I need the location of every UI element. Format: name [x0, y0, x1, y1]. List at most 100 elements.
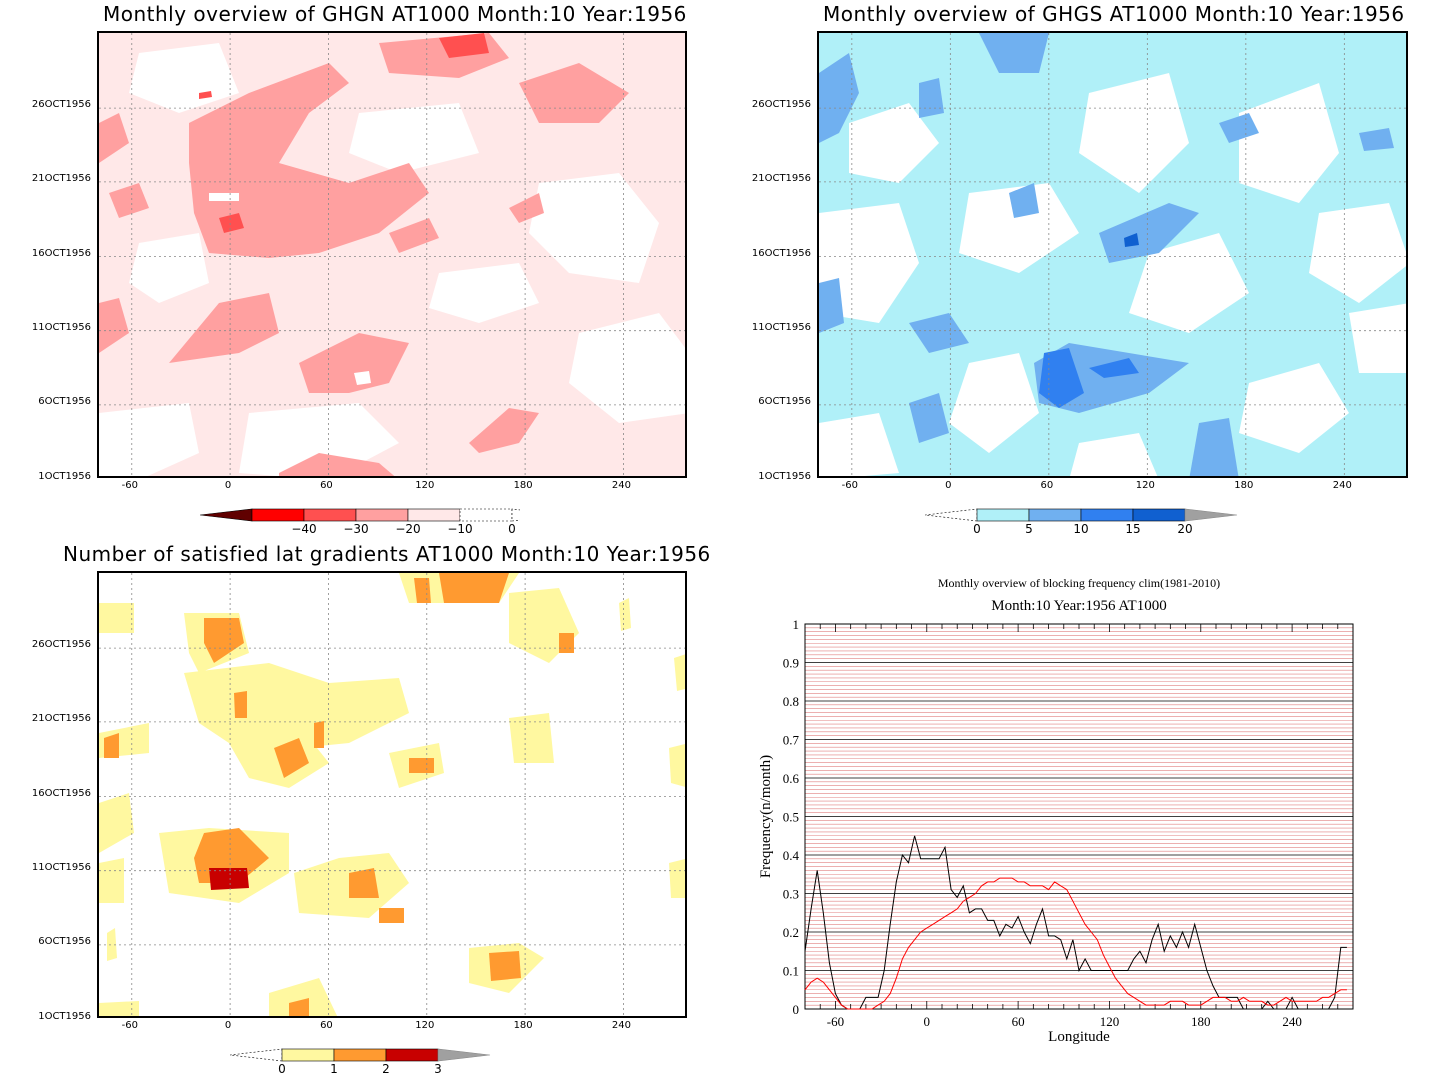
ghgs-y-tick-label: 11OCT1956: [751, 321, 811, 333]
ghgs-zero-region: [949, 353, 1039, 453]
ghgn-zero-region: [99, 403, 199, 476]
ghgs-5-region: [979, 33, 1049, 73]
frequency-line-chart: 0 0.1 0.2 0.3 0.4 0.5 0.6 0.7 0.8 0.9 1 -60 0 60 120 18…: [758, 617, 1354, 1045]
ghgs-title: Monthly overview of GHGS AT1000 Month:10…: [823, 2, 1405, 26]
lat-2-region: [314, 721, 324, 748]
freq-y-tick-label: 0.7: [783, 733, 800, 748]
colorbar-label: 2: [382, 1062, 390, 1076]
ghgs-contour-field: [819, 33, 1406, 476]
freq-y-tick-label: 0.8: [783, 694, 799, 709]
ghgs-y-tick-label: 16OCT1956: [751, 247, 811, 259]
freq-title: Monthly overview of blocking frequency c…: [937, 576, 1221, 590]
ghgs-map: [817, 31, 1408, 478]
lat-x-tick-label: 120: [415, 1020, 435, 1031]
lat-2-region: [104, 733, 119, 758]
ghgs-5-region: [909, 393, 949, 443]
ghgn-zero-region: [239, 403, 399, 476]
lat-1-region: [669, 744, 685, 787]
ghgn-minus10-region: [299, 333, 409, 393]
lat-2-region: [274, 738, 309, 778]
lat-2-region: [489, 951, 521, 981]
ghgn-zero-region: [354, 371, 371, 385]
freq-y-tick-label: 0.4: [783, 848, 800, 863]
lat-2-region: [409, 758, 434, 773]
ghgn-minus20-region: [199, 91, 212, 99]
lat-1-region: [509, 713, 554, 763]
ghgs-zero-region: [849, 103, 939, 183]
lat-x-tick-label: 180: [513, 1020, 533, 1031]
lat-1-region: [619, 598, 631, 631]
ghgn-contour-field: [99, 33, 685, 476]
ghgn-y-tick-label: 26OCT1956: [31, 99, 91, 111]
freq-y-tick-label: 0.1: [783, 964, 799, 979]
freq-y-tick-label: 0.9: [783, 656, 799, 671]
lat-1-region: [669, 859, 685, 898]
ghgn-minus10-region: [109, 183, 149, 218]
ghgn-minus10-region: [99, 298, 129, 353]
ghgs-y-tick-label: 26OCT1956: [751, 99, 811, 111]
ghgn-zero-region: [209, 193, 239, 201]
ghgs-zero-region: [819, 203, 919, 323]
ghgs-5-region: [819, 278, 844, 333]
lat-y-tick-label: 1OCT1956: [38, 1011, 91, 1022]
freq-x-tick-label: 180: [1191, 1014, 1211, 1029]
ghgn-minus10-region: [169, 293, 279, 363]
ghgs-15-region: [1124, 233, 1139, 247]
ghgs-5-region: [1099, 203, 1199, 263]
lat-2-region: [349, 868, 379, 898]
ghgs-x-tick-label: 240: [1332, 480, 1352, 491]
lat-x-tick-label: -60: [121, 1020, 138, 1031]
ghgs-zero-region: [1079, 73, 1189, 193]
colorbar-label: 1: [330, 1062, 338, 1076]
ghgs-y-tick-label: 1OCT1956: [758, 471, 811, 482]
colorbar-label: 0: [278, 1062, 286, 1076]
ghgn-minus10-region: [509, 193, 544, 223]
freq-x-tick-label: 0: [924, 1014, 931, 1029]
freq-y-tick-label: 0.2: [783, 925, 799, 940]
lat-1-region: [99, 603, 134, 633]
lat-y-tick-label: 11OCT1956: [31, 861, 91, 873]
freq-series-line-black: [804, 835, 1347, 1010]
colorbar-label: −40: [291, 522, 316, 536]
ghgn-y-tick-label: 11OCT1956: [31, 321, 91, 333]
lat-x-tick-label: 0: [224, 1020, 232, 1031]
lat-map: [97, 571, 687, 1018]
lat-1-region: [99, 858, 124, 903]
lat-3-region: [209, 868, 249, 890]
ghgn-minus20-region: [219, 213, 244, 233]
lat-title: Number of satisfied lat gradients AT1000…: [63, 542, 711, 566]
freq-x-tick-label: -60: [827, 1014, 844, 1029]
ghgs-5-region: [1219, 113, 1259, 143]
ghgs-x-tick-label: -60: [841, 480, 858, 491]
ghgn-y-tick-label: 21OCT1956: [31, 172, 91, 184]
ghgs-zero-region: [1129, 233, 1249, 333]
freq-x-tick-label: 60: [1012, 1014, 1025, 1029]
ghgn-zero-region: [529, 173, 659, 283]
freq-y-tick-label: 0.3: [783, 887, 799, 902]
freq-x-tick-label: 240: [1282, 1014, 1302, 1029]
lat-2-region: [439, 573, 509, 603]
colorbar-label: 10: [1073, 522, 1088, 536]
lat-2-region: [234, 691, 247, 718]
ghgn-minus10-region: [469, 408, 539, 453]
lat-contour-field: [99, 573, 685, 1016]
lat-y-tick-label: 6OCT1956: [38, 935, 91, 947]
ghgn-y-tick-label: 16OCT1956: [31, 247, 91, 259]
lat-1-region: [107, 928, 117, 961]
ghgs-5-region: [1189, 418, 1239, 476]
lat-colorbar: 0 1 2 3: [230, 1048, 491, 1076]
ghgn-minus10-region: [519, 63, 629, 123]
ghgs-zero-region: [1070, 433, 1158, 476]
lat-2-region: [559, 633, 574, 653]
freq-y-tick-label: 0: [793, 1002, 800, 1017]
ghgn-zero-region: [349, 103, 479, 173]
ghgs-zero-region: [819, 413, 899, 476]
ghgn-zero-region: [129, 233, 209, 303]
freq-y-axis-label: Frequency(n/month): [758, 755, 774, 878]
lat-x-tick-label: 240: [611, 1020, 631, 1031]
ghgs-10-region: [1089, 358, 1139, 378]
lat-2-region: [204, 618, 244, 663]
ghgn-zero-region: [569, 313, 685, 423]
ghgn-colorbar: −40 −30 −20 −10 0: [200, 508, 520, 536]
ghgs-zero-region: [1309, 203, 1406, 303]
